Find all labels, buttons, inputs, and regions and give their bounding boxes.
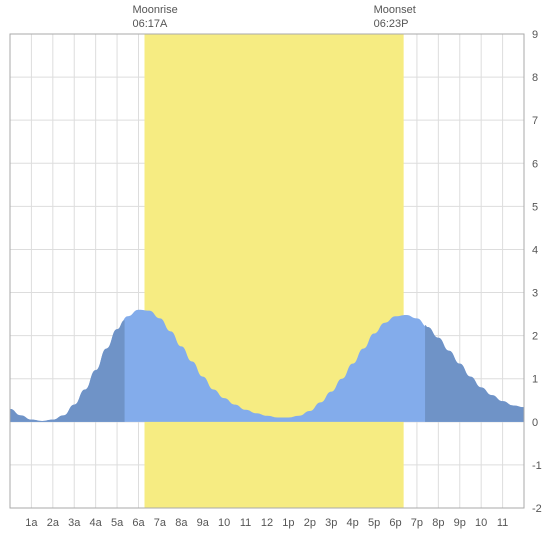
- svg-text:8p: 8p: [432, 517, 444, 529]
- svg-text:3a: 3a: [68, 517, 81, 529]
- svg-text:5a: 5a: [111, 517, 124, 529]
- moonset-time: 06:23P: [374, 18, 416, 32]
- svg-text:4p: 4p: [347, 517, 359, 529]
- svg-text:11: 11: [240, 517, 251, 529]
- chart-svg: 1a2a3a4a5a6a7a8a9a1011121p2p3p4p5p6p7p8p…: [0, 0, 550, 550]
- svg-text:0: 0: [532, 417, 538, 429]
- svg-text:10: 10: [475, 517, 487, 529]
- svg-text:3: 3: [532, 288, 538, 300]
- svg-text:11: 11: [497, 517, 508, 529]
- svg-text:7a: 7a: [154, 517, 167, 529]
- moonrise-label: Moonrise: [132, 4, 177, 18]
- svg-text:5: 5: [532, 201, 538, 213]
- svg-text:2: 2: [532, 331, 538, 343]
- svg-text:12: 12: [261, 517, 273, 529]
- svg-text:6p: 6p: [389, 517, 401, 529]
- svg-text:8a: 8a: [175, 517, 188, 529]
- svg-text:9a: 9a: [197, 517, 210, 529]
- svg-text:9p: 9p: [454, 517, 466, 529]
- svg-text:3p: 3p: [325, 517, 337, 529]
- svg-text:2p: 2p: [304, 517, 316, 529]
- moonset-annotation: Moonset 06:23P: [374, 4, 416, 32]
- moonset-label: Moonset: [374, 4, 416, 18]
- svg-text:6: 6: [532, 158, 538, 170]
- svg-text:8: 8: [532, 72, 538, 84]
- tide-chart: 1a2a3a4a5a6a7a8a9a1011121p2p3p4p5p6p7p8p…: [0, 0, 550, 550]
- svg-text:1p: 1p: [282, 517, 294, 529]
- svg-text:1a: 1a: [25, 517, 38, 529]
- svg-text:4: 4: [532, 244, 538, 256]
- svg-text:-2: -2: [532, 503, 542, 515]
- svg-text:7p: 7p: [411, 517, 423, 529]
- svg-text:4a: 4a: [90, 517, 103, 529]
- svg-text:7: 7: [532, 115, 538, 127]
- svg-text:2a: 2a: [47, 517, 60, 529]
- moonrise-time: 06:17A: [132, 18, 177, 32]
- svg-text:6a: 6a: [132, 517, 145, 529]
- svg-text:9: 9: [532, 29, 538, 41]
- svg-text:5p: 5p: [368, 517, 380, 529]
- svg-text:1: 1: [532, 374, 538, 386]
- moonrise-annotation: Moonrise 06:17A: [132, 4, 177, 32]
- svg-text:10: 10: [218, 517, 230, 529]
- svg-text:-1: -1: [532, 460, 542, 472]
